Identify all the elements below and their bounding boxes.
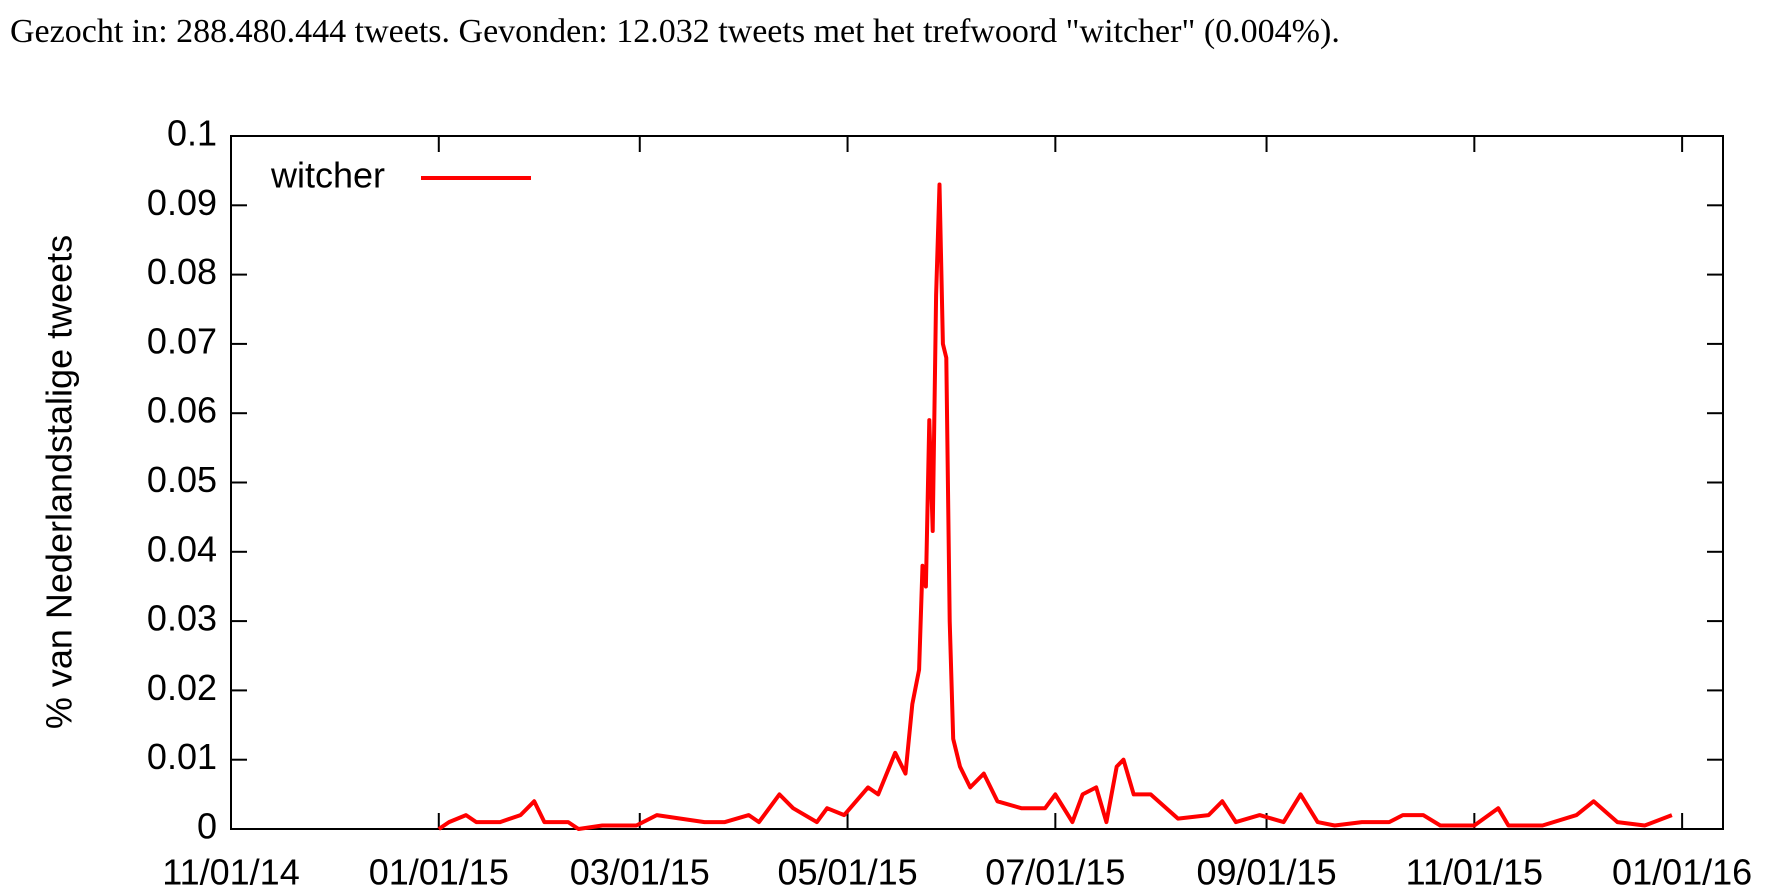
x-tick-label: 01/01/15: [369, 852, 509, 893]
y-tick-label: 0.08: [147, 251, 217, 292]
x-tick-label: 03/01/15: [570, 852, 710, 893]
x-tick-label: 09/01/15: [1196, 852, 1336, 893]
data-line: [437, 182, 1673, 831]
y-tick-label: 0.07: [147, 320, 217, 361]
y-tick-label: 0.04: [147, 528, 217, 569]
y-tick-label: 0.05: [147, 459, 217, 500]
header-text: Gezocht in: 288.480.444 tweets. Gevonden…: [10, 13, 1340, 50]
x-tick-label: 05/01/15: [777, 852, 917, 893]
x-tick-label: 07/01/15: [985, 852, 1125, 893]
y-tick-label: 0.06: [147, 390, 217, 431]
y-tick-label: 0: [197, 806, 217, 847]
x-tick-label: 11/01/14: [162, 852, 299, 893]
legend-label: witcher: [270, 155, 385, 196]
y-tick-label: 0.03: [147, 598, 217, 639]
x-tick-label: 11/01/15: [1406, 852, 1543, 893]
y-tick-label: 0.02: [147, 667, 217, 708]
y-axis-label: % van Nederlandstalige tweets: [39, 235, 80, 729]
x-tick-label: 01/01/16: [1612, 852, 1752, 893]
y-tick-label: 0.1: [167, 113, 217, 154]
plot-frame: [230, 135, 1724, 830]
y-tick-label: 0.09: [147, 182, 217, 223]
y-tick-label: 0.01: [147, 736, 217, 777]
